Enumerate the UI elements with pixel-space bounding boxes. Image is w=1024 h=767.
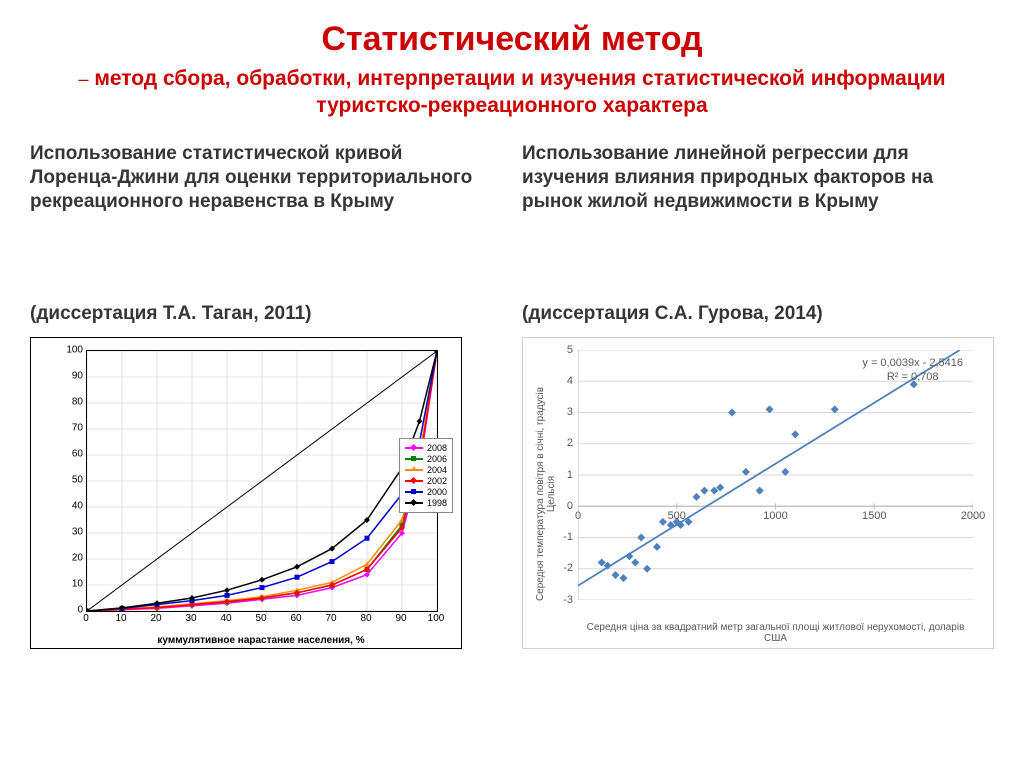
lorenz-plot-area [86, 350, 438, 612]
lorenz-xtick: 90 [386, 613, 416, 624]
lorenz-ytick: 90 [61, 370, 83, 381]
scatter-ytick: 1 [553, 469, 573, 481]
lorenz-xtick: 20 [141, 613, 171, 624]
scatter-xtick: 500 [657, 510, 697, 522]
lorenz-xtick: 0 [71, 613, 101, 624]
lorenz-ytick: 30 [61, 526, 83, 537]
lorenz-ytick: 70 [61, 422, 83, 433]
lorenz-xtick: 100 [421, 613, 451, 624]
lorenz-xtick: 60 [281, 613, 311, 624]
lorenz-xtick: 80 [351, 613, 381, 624]
scatter-ytick: 4 [553, 375, 573, 387]
scatter-ytick: -1 [553, 531, 573, 543]
lorenz-chart: куммулятивное нарастание платежей в бюдж… [30, 337, 462, 649]
page-subtitle: – метод сбора, обработки, интерпретации … [30, 65, 994, 120]
lorenz-xtick: 50 [246, 613, 276, 624]
scatter-ytick: 3 [553, 406, 573, 418]
lorenz-ytick: 60 [61, 448, 83, 459]
equation-text: y = 0,0039x - 2,5416 [862, 356, 963, 370]
right-citation: (диссертация С.А. Гурова, 2014) [522, 303, 994, 325]
lorenz-ytick: 50 [61, 474, 83, 485]
lorenz-legend: 200820062004200220001998 [399, 438, 453, 513]
lorenz-xtick: 40 [211, 613, 241, 624]
lorenz-ytick: 40 [61, 500, 83, 511]
subtitle-text: метод сбора, обработки, интерпретации и … [94, 67, 945, 117]
page-title: Статистический метод [30, 20, 994, 59]
r2-text: R² = 0,708 [862, 370, 963, 384]
regression-equation: y = 0,0039x - 2,5416 R² = 0,708 [862, 356, 963, 385]
lorenz-ytick: 20 [61, 552, 83, 563]
scatter-chart: Середня температура повітря в січні, гра… [522, 337, 994, 649]
content-columns: Использование статистической кривой Лоре… [30, 142, 994, 649]
lorenz-x-label: куммулятивное нарастание населения, % [86, 635, 436, 646]
right-description: Использование линейной регрессии для изу… [522, 142, 994, 297]
right-column: Использование линейной регрессии для изу… [522, 142, 994, 649]
lorenz-ytick: 10 [61, 578, 83, 589]
scatter-xtick: 0 [558, 510, 598, 522]
scatter-plot-area [578, 350, 973, 600]
scatter-x-label: Середня ціна за квадратний метр загально… [578, 622, 973, 644]
scatter-ytick: 5 [553, 344, 573, 356]
legend-item: 2000 [405, 487, 447, 497]
scatter-ytick: -3 [553, 594, 573, 606]
subtitle-dash: – [78, 69, 88, 89]
legend-item: 2002 [405, 476, 447, 486]
left-citation: (диссертация Т.А. Таган, 2011) [30, 303, 482, 325]
scatter-xtick: 2000 [953, 510, 993, 522]
legend-item: 2004 [405, 465, 447, 475]
lorenz-xtick: 70 [316, 613, 346, 624]
legend-item: 1998 [405, 498, 447, 508]
scatter-xtick: 1500 [854, 510, 894, 522]
left-column: Использование статистической кривой Лоре… [30, 142, 482, 649]
legend-item: 2006 [405, 454, 447, 464]
legend-item: 2008 [405, 443, 447, 453]
lorenz-xtick: 10 [106, 613, 136, 624]
left-description: Использование статистической кривой Лоре… [30, 142, 482, 297]
scatter-xtick: 1000 [756, 510, 796, 522]
lorenz-ytick: 80 [61, 396, 83, 407]
scatter-ytick: -2 [553, 562, 573, 574]
scatter-ytick: 2 [553, 437, 573, 449]
lorenz-ytick: 100 [61, 344, 83, 355]
lorenz-xtick: 30 [176, 613, 206, 624]
